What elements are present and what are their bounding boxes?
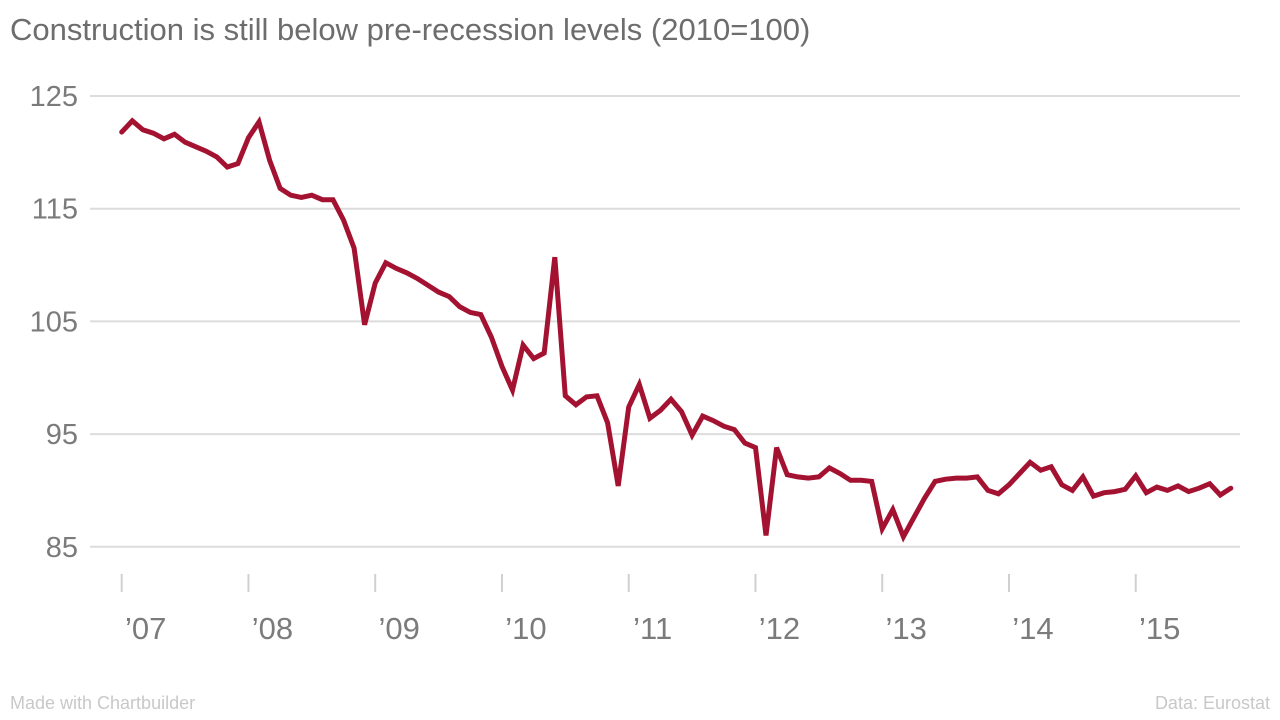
x-axis-labels: ’07 ’08 ’09 ’10 ’11 ’12 ’13 ’14 ’15 bbox=[125, 611, 1180, 646]
y-tick-label: 95 bbox=[46, 419, 78, 451]
data-series bbox=[119, 115, 1234, 543]
x-tick-label: ’09 bbox=[379, 611, 420, 646]
y-tick-label: 105 bbox=[30, 306, 78, 338]
chartbuilder-credit: Made with Chartbuilder bbox=[10, 693, 196, 713]
y-tick-label: 125 bbox=[30, 81, 78, 113]
y-tick-label: 115 bbox=[32, 194, 78, 226]
construction-index-line bbox=[119, 115, 1234, 543]
x-tick-label: ’11 bbox=[633, 611, 672, 646]
x-axis-ticks bbox=[120, 574, 1137, 592]
x-tick-label: ’15 bbox=[1139, 611, 1180, 646]
gridlines bbox=[90, 95, 1240, 548]
x-tick-label: ’07 bbox=[125, 611, 166, 646]
x-tick-label: ’10 bbox=[505, 611, 546, 646]
x-tick-label: ’14 bbox=[1012, 611, 1053, 646]
x-tick-label: ’08 bbox=[252, 611, 293, 646]
y-tick-label: 85 bbox=[46, 532, 78, 564]
x-tick-label: ’12 bbox=[759, 611, 800, 646]
x-tick-label: ’13 bbox=[886, 611, 927, 646]
chart-title: Construction is still below pre-recessio… bbox=[10, 12, 811, 47]
data-source: Data: Eurostat bbox=[1154, 693, 1270, 713]
y-axis-labels: 125 115 105 95 85 bbox=[30, 81, 78, 564]
